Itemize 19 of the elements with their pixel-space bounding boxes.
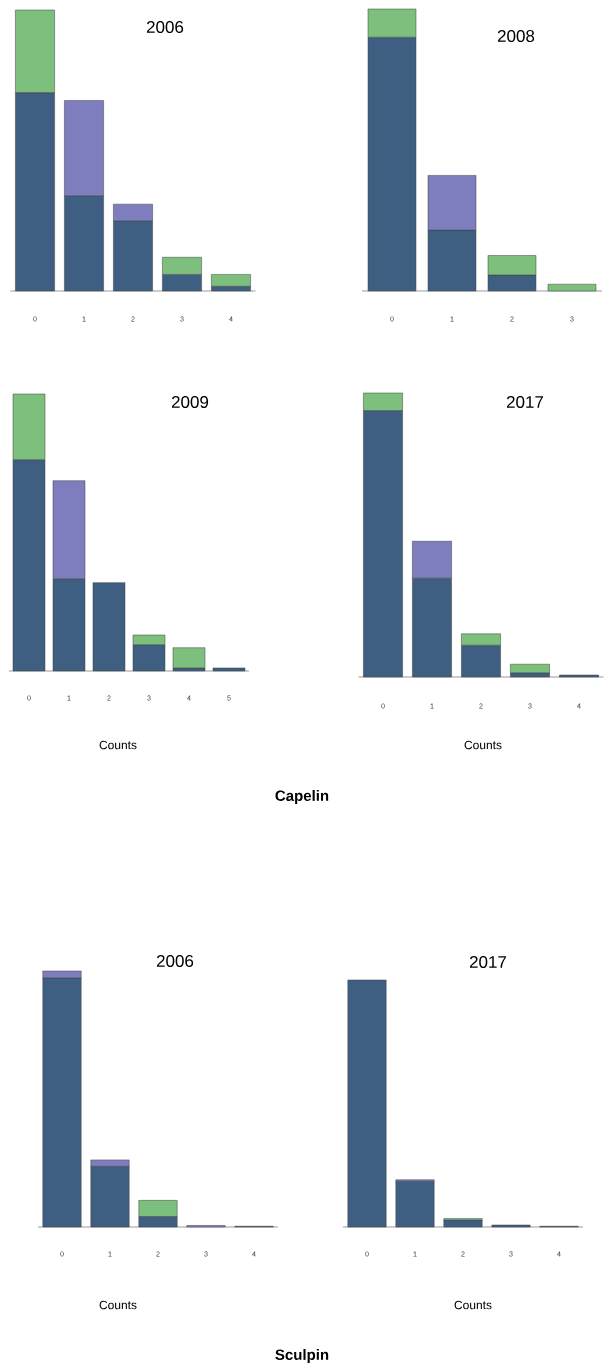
text: Capelin: [275, 790, 329, 804]
bar: [443, 1219, 483, 1228]
bar: [212, 667, 246, 672]
x-axis-title: Counts: [99, 740, 137, 750]
x-axis-title: Counts: [99, 1300, 137, 1310]
bar: [395, 1181, 435, 1228]
chart-title: 2017: [469, 955, 507, 969]
bar: [547, 283, 597, 292]
x-axis-title: Counts: [464, 740, 502, 750]
bar: [92, 582, 126, 672]
x-axis-title: Counts: [454, 1300, 492, 1310]
bar: [347, 979, 387, 1228]
text: 2006: [146, 20, 184, 34]
chart-title: 2009: [171, 395, 209, 409]
bar: [172, 647, 206, 669]
chart-title: 2017: [506, 395, 544, 409]
text: 2008: [497, 29, 535, 43]
chart-title: 2006: [156, 954, 194, 968]
text: Sculpin: [275, 1348, 329, 1363]
